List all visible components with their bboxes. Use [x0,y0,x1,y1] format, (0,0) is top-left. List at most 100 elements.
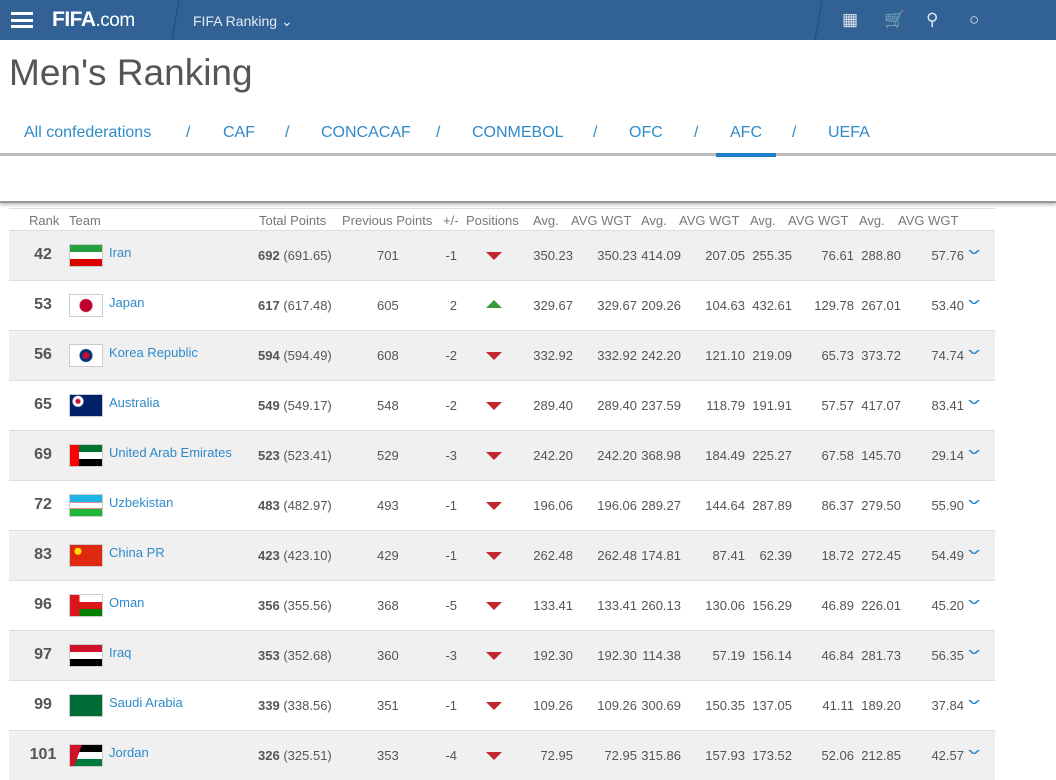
avg: 237.59 [641,398,681,413]
avg-weighted: 18.72 [821,548,854,563]
avg: 145.70 [861,448,901,463]
position-diff: -3 [445,448,457,463]
total-points-rounded: 549 [258,398,280,413]
table-row[interactable]: 83 China PR 423 (423.10) 429 -1 262.48 262.48 1… [9,530,995,580]
avg: 114.38 [642,648,681,663]
avg-weighted: 83.41 [931,398,964,413]
avg: 260.13 [641,598,681,613]
expand-chevron-icon[interactable]: ∨ [964,697,984,706]
expand-chevron-icon[interactable]: ∨ [964,447,984,456]
team-link[interactable]: Iraq [109,645,132,660]
total-points-rounded: 483 [258,498,280,513]
position-diff: -1 [445,248,457,263]
total-points: 549 (549.17) [258,398,332,413]
expand-chevron-icon[interactable]: ∨ [964,347,984,356]
team-link[interactable]: Korea Republic [109,345,198,360]
avg: 414.09 [641,248,681,263]
team-link[interactable]: China PR [109,545,165,560]
expand-chevron-icon[interactable]: ∨ [964,247,984,256]
team-link[interactable]: Australia [109,395,160,410]
tab-concacaf[interactable]: CONCACAF [321,124,411,141]
avg: 417.07 [861,398,901,413]
team-link[interactable]: Japan [109,295,145,310]
expand-chevron-icon[interactable]: ∨ [964,647,984,656]
avg-weighted: 130.06 [705,598,745,613]
expand-chevron-icon[interactable]: ∨ [964,397,984,406]
expand-chevron-icon[interactable]: ∨ [964,547,984,556]
table-row[interactable]: 65 Australia 549 (549.17) 548 -2 289.40 289.40… [9,380,995,430]
tab-afc[interactable]: AFC [716,124,776,157]
tab-all-confederations[interactable]: All confederations [24,124,152,141]
avg: 62.39 [759,548,792,563]
table-row[interactable]: 97 Iraq 353 (352.68) 360 -3 192.30 192.30 114.3… [9,630,995,680]
tab-caf[interactable]: CAF [223,124,255,141]
logo-text: FIFA [52,8,96,31]
avg-weighted: 54.49 [931,548,964,563]
avg: 225.27 [752,448,792,463]
expand-chevron-icon[interactable]: ∨ [964,597,984,606]
total-points-exact: (691.65) [283,248,332,263]
avg: 226.01 [861,598,901,613]
section-dropdown[interactable]: FIFA Ranking ⌄ [193,13,293,30]
previous-points: 429 [377,548,399,563]
previous-points: 548 [377,398,399,413]
avg: 137.05 [752,698,792,713]
rank: 101 [29,746,57,763]
avg-weighted: 242.20 [597,448,637,463]
previous-points: 368 [377,598,399,613]
tab-ofc[interactable]: OFC [629,124,663,141]
team-link[interactable]: Jordan [109,745,149,760]
table-row[interactable]: 72 Uzbekistan 483 (482.97) 493 -1 196.06 196.0… [9,480,995,530]
position-diff: -3 [445,648,457,663]
table-row[interactable]: 53 Japan 617 (617.48) 605 2 329.67 329.67 209.2… [9,280,995,330]
rank: 56 [34,346,52,363]
flag-uzbekistan [69,494,103,517]
calendar-icon[interactable]: ▦ [842,10,859,29]
rank: 96 [34,596,52,613]
avg-weighted: 45.20 [931,598,964,613]
total-points: 617 (617.48) [258,298,332,313]
rank: 53 [34,296,52,313]
avg-weighted: 37.84 [931,698,964,713]
avg: 300.69 [641,698,681,713]
avg: 174.81 [641,548,681,563]
search-icon[interactable]: ⚲ [926,10,939,29]
avg-weighted: 207.05 [705,248,745,263]
total-points: 356 (355.56) [258,598,332,613]
team-link[interactable]: Uzbekistan [109,495,174,510]
avg-weighted: 118.79 [706,398,745,413]
column-header: Positions [466,213,519,228]
confederation-tabs: All confederations CAF CONCACAF CONMEBOL OFC… [0,120,1056,157]
menu-icon[interactable] [11,12,33,28]
column-header: AVG WGT [788,213,849,228]
user-icon[interactable]: ○ [969,10,980,29]
fifa-logo[interactable]: FIFA.com [52,8,135,32]
expand-chevron-icon[interactable]: ∨ [964,297,984,306]
rank: 83 [34,546,52,563]
team-link[interactable]: Saudi Arabia [109,695,183,710]
tab-separator: / [436,124,441,141]
team-link[interactable]: Oman [109,595,145,610]
total-points-rounded: 617 [258,298,280,313]
table-row[interactable]: 56 Korea Republic 594 (594.49) 608 -2 332.92 3… [9,330,995,380]
table-row[interactable]: 42 Iran 692 (691.65) 701 -1 350.23 350.23 414.0… [9,230,995,280]
team-link[interactable]: Iran [109,245,132,260]
tab-conmebol[interactable]: CONMEBOL [472,124,564,141]
total-points-rounded: 339 [258,698,280,713]
tab-separator: / [186,124,191,141]
column-header: Avg. [750,213,776,228]
table-row[interactable]: 69 United Arab Emirates 523 (523.41) 529 -3 2… [9,430,995,480]
team-link[interactable]: United Arab Emirates [109,445,232,460]
total-points-rounded: 326 [258,748,280,763]
table-row[interactable]: 96 Oman 356 (355.56) 368 -5 133.41 133.41 260.1… [9,580,995,630]
avg: 350.23 [533,248,573,263]
avg-weighted: 87.41 [712,548,745,563]
expand-chevron-icon[interactable]: ∨ [964,497,984,506]
table-row[interactable]: 101 Jordan 326 (325.51) 353 -4 72.95 72.95 315.… [9,730,995,780]
cart-icon[interactable]: 🛒 [884,10,906,29]
tab-uefa[interactable]: UEFA [828,124,870,141]
avg: 192.30 [533,648,573,663]
table-row[interactable]: 99 Saudi Arabia 339 (338.56) 351 -1 109.26 109… [9,680,995,730]
avg: 281.73 [861,648,901,663]
expand-chevron-icon[interactable]: ∨ [964,747,984,756]
